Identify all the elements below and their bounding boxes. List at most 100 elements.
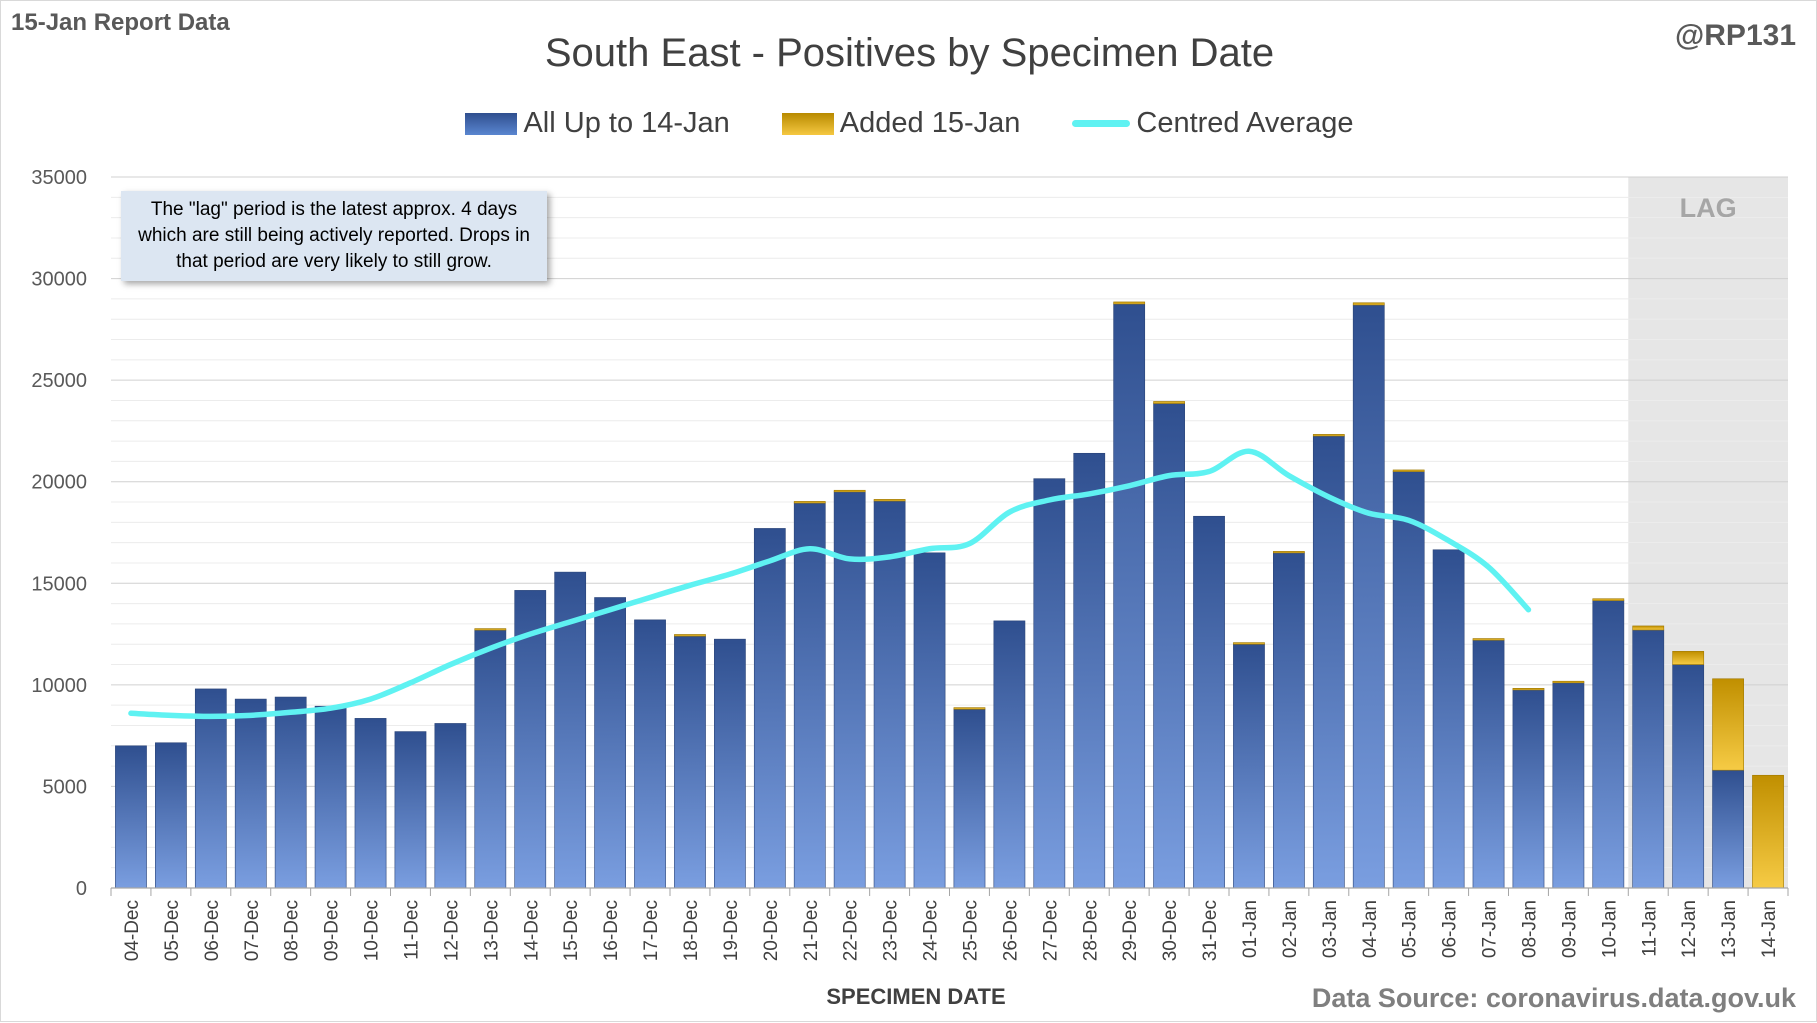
bar-all-up-to-14-jan bbox=[155, 742, 187, 889]
bar-added-15-jan bbox=[474, 628, 507, 631]
legend-item-added: Added 15-Jan bbox=[781, 107, 1021, 140]
bar-all-up-to-14-jan bbox=[234, 698, 267, 889]
bar-added-15-jan bbox=[1312, 434, 1345, 437]
bar-all-up-to-14-jan bbox=[913, 552, 946, 889]
bar-all-up-to-14-jan bbox=[1033, 478, 1066, 889]
x-tick-label: 21-Dec bbox=[801, 900, 822, 961]
bar-all-up-to-14-jan bbox=[1432, 549, 1465, 889]
bar-all-up-to-14-jan bbox=[1512, 689, 1545, 889]
chart-title: South East - Positives by Specimen Date bbox=[544, 31, 1275, 75]
y-tick-label: 15000 bbox=[31, 573, 87, 595]
bar-all-up-to-14-jan bbox=[953, 708, 986, 889]
bar-added-15-jan bbox=[873, 499, 906, 502]
bar-added-15-jan bbox=[1233, 642, 1265, 645]
x-tick-label: 06-Dec bbox=[202, 900, 223, 961]
x-tick-label: 01-Jan bbox=[1240, 900, 1261, 958]
bar-all-up-to-14-jan bbox=[634, 619, 666, 889]
legend-swatch-gold bbox=[781, 112, 834, 135]
bar-added-15-jan bbox=[1632, 625, 1665, 631]
bar-all-up-to-14-jan bbox=[993, 620, 1026, 889]
bar-added-15-jan bbox=[1113, 301, 1146, 305]
bar-all-up-to-14-jan bbox=[1233, 643, 1265, 889]
bar-all-up-to-14-jan bbox=[1472, 639, 1505, 889]
x-tick-label: 18-Dec bbox=[681, 900, 702, 961]
x-tick-label: 02-Jan bbox=[1280, 900, 1301, 958]
legend-label-added: Added 15-Jan bbox=[839, 107, 1021, 139]
x-axis-label: SPECIMEN DATE bbox=[826, 984, 1006, 1009]
bar-all-up-to-14-jan bbox=[753, 528, 786, 889]
y-tick-label: 0 bbox=[76, 878, 87, 900]
x-tick-label: 03-Jan bbox=[1320, 900, 1341, 958]
bar-added-15-jan bbox=[833, 489, 866, 493]
x-tick-label: 09-Dec bbox=[322, 900, 343, 961]
bar-added-15-jan bbox=[1552, 680, 1585, 684]
bar-all-up-to-14-jan bbox=[1672, 664, 1705, 889]
legend-label-all: All Up to 14-Jan bbox=[523, 107, 730, 139]
x-tick-label: 22-Dec bbox=[841, 900, 862, 961]
x-tick-label: 13-Jan bbox=[1719, 900, 1740, 958]
bar-all-up-to-14-jan bbox=[1392, 471, 1425, 889]
x-tick-label: 24-Dec bbox=[921, 900, 942, 961]
legend-label-average: Centred Average bbox=[1136, 107, 1354, 139]
x-tick-label: 09-Jan bbox=[1559, 900, 1580, 958]
author-handle: @RP131 bbox=[1675, 19, 1796, 52]
y-tick-label: 25000 bbox=[31, 370, 87, 392]
bar-all-up-to-14-jan bbox=[594, 597, 626, 889]
bar-all-up-to-14-jan bbox=[394, 731, 427, 889]
x-tick-label: 15-Dec bbox=[561, 900, 582, 961]
bar-added-15-jan bbox=[1592, 598, 1625, 601]
x-tick-label: 06-Jan bbox=[1440, 900, 1461, 958]
y-tick-label: 5000 bbox=[43, 776, 88, 798]
x-tick-label: 10-Jan bbox=[1599, 900, 1620, 958]
y-tick-label: 35000 bbox=[31, 167, 87, 189]
bar-added-15-jan bbox=[1273, 551, 1305, 554]
bar-all-up-to-14-jan bbox=[714, 638, 746, 889]
x-tick-label: 04-Jan bbox=[1360, 900, 1381, 958]
bar-added-15-jan bbox=[953, 707, 986, 710]
bar-all-up-to-14-jan bbox=[1352, 304, 1385, 889]
bar-all-up-to-14-jan bbox=[1153, 403, 1185, 889]
bar-added-15-jan bbox=[1752, 774, 1784, 889]
x-tick-label: 13-Dec bbox=[481, 900, 502, 961]
x-tick-label: 23-Dec bbox=[881, 900, 902, 961]
bar-all-up-to-14-jan bbox=[354, 718, 387, 889]
x-tick-label: 14-Dec bbox=[521, 900, 542, 961]
bar-added-15-jan bbox=[1153, 401, 1185, 404]
x-tick-label: 05-Jan bbox=[1400, 900, 1421, 958]
bar-added-15-jan bbox=[1472, 638, 1505, 641]
bar-all-up-to-14-jan bbox=[474, 629, 507, 889]
legend-item-average: Centred Average bbox=[1072, 107, 1354, 140]
x-tick-label: 07-Dec bbox=[242, 900, 263, 961]
data-source: Data Source: coronavirus.data.gov.uk bbox=[1311, 983, 1796, 1013]
bar-all-up-to-14-jan bbox=[274, 696, 307, 889]
bar-all-up-to-14-jan bbox=[1552, 682, 1585, 889]
bar-added-15-jan bbox=[1352, 302, 1385, 306]
x-tick-label: 25-Dec bbox=[960, 900, 981, 961]
bar-all-up-to-14-jan bbox=[1073, 452, 1106, 889]
bar-all-up-to-14-jan bbox=[194, 688, 227, 889]
report-label: 15-Jan Report Data bbox=[11, 9, 230, 36]
x-tick-label: 27-Dec bbox=[1040, 900, 1061, 961]
x-tick-label: 08-Jan bbox=[1519, 900, 1540, 958]
x-tick-label: 08-Dec bbox=[282, 900, 303, 961]
lag-note: The "lag" period is the latest approx. 4… bbox=[121, 191, 547, 281]
x-tick-label: 11-Jan bbox=[1639, 900, 1660, 957]
x-tick-label: 11-Dec bbox=[401, 900, 422, 960]
x-tick-label: 12-Dec bbox=[441, 900, 462, 961]
bar-all-up-to-14-jan bbox=[1312, 435, 1345, 889]
legend-swatch-blue bbox=[465, 112, 518, 135]
centred-average-line bbox=[128, 448, 1532, 720]
x-tick-label: 12-Jan bbox=[1679, 900, 1700, 958]
bar-all-up-to-14-jan bbox=[314, 705, 347, 889]
legend-swatch-line bbox=[1072, 120, 1131, 127]
x-tick-label: 26-Dec bbox=[1000, 900, 1021, 961]
x-tick-label: 05-Dec bbox=[162, 900, 183, 961]
bar-all-up-to-14-jan bbox=[1592, 600, 1625, 889]
bar-all-up-to-14-jan bbox=[873, 500, 906, 889]
bar-all-up-to-14-jan bbox=[434, 723, 467, 889]
bar-added-15-jan bbox=[1392, 469, 1425, 472]
x-tick-label: 19-Dec bbox=[721, 900, 742, 961]
bar-added-15-jan bbox=[1672, 651, 1705, 665]
bar-all-up-to-14-jan bbox=[793, 502, 826, 889]
